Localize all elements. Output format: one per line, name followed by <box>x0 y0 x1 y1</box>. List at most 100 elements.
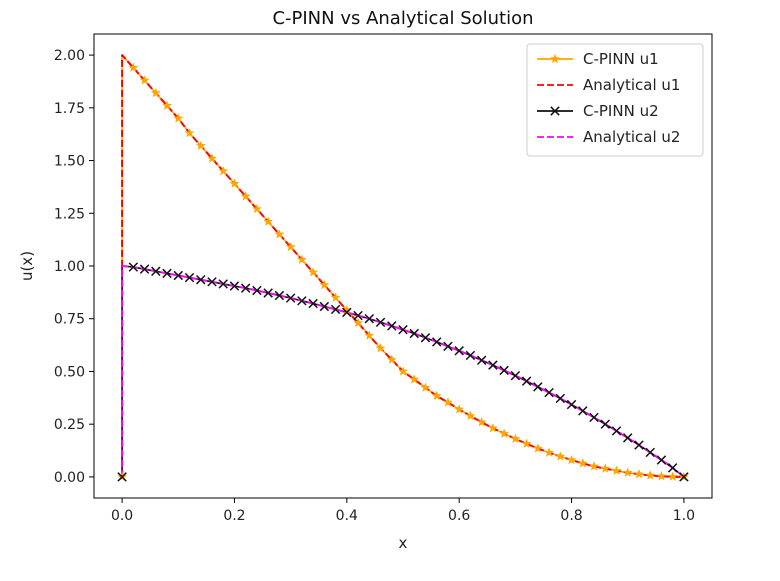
series-1-point <box>173 113 184 123</box>
series-1-point <box>431 390 442 401</box>
series-3-point <box>353 310 363 321</box>
plot-lines <box>121 54 685 478</box>
series-1-point <box>319 279 330 290</box>
y-tick-label: 1.75 <box>54 101 85 117</box>
series-3-point <box>139 264 150 274</box>
series-3-point <box>375 317 386 328</box>
series-1-point <box>600 463 611 474</box>
series-1-point <box>588 461 600 471</box>
series-1-point <box>476 416 487 427</box>
series-1-point <box>577 458 588 468</box>
series-1-point <box>487 422 498 433</box>
series-1-point <box>442 397 454 407</box>
legend-marker-3 <box>550 106 560 116</box>
series-1-point <box>139 75 150 85</box>
y-axis: 0.00 0.25 0.50 0.75 1.00 1.25 1.50 1.75 2.00 <box>54 48 94 486</box>
series-1-point <box>544 447 555 457</box>
series-3-point <box>645 447 655 458</box>
series-1-point <box>420 382 431 393</box>
x-tick-label: 0.8 <box>560 508 582 524</box>
plot-markers <box>117 62 689 482</box>
series-3-point <box>420 332 431 343</box>
series-1-point <box>296 254 307 264</box>
y-tick-label: 0.00 <box>54 470 85 486</box>
series-1-point <box>308 267 319 277</box>
series-1-point <box>352 317 364 328</box>
legend: C-PINN u1 Analytical u1 C-PINN u2 Analytica… <box>526 43 704 157</box>
series-3-point <box>544 387 554 398</box>
series-3-point <box>578 406 588 416</box>
series-3-point <box>622 433 633 443</box>
x-tick-label: 0.2 <box>223 508 245 524</box>
series-1-point <box>667 471 678 482</box>
series-1-point <box>397 366 409 376</box>
series-3-point <box>263 288 273 298</box>
series-1-point <box>128 62 139 73</box>
series-3-point <box>387 321 397 331</box>
series-3-point <box>634 440 644 450</box>
series-3-point <box>443 341 453 352</box>
series-1-point <box>454 404 465 414</box>
series-1-point <box>251 203 262 214</box>
legend-label-2: Analytical u1 <box>583 76 680 94</box>
series-3-point <box>229 281 240 291</box>
series-1-point <box>218 165 229 176</box>
series-3-point <box>679 472 689 482</box>
series-3-point <box>319 301 330 312</box>
series-3-point <box>656 455 667 465</box>
y-tick-label: 1.00 <box>54 259 85 275</box>
y-tick-label: 0.25 <box>54 417 85 433</box>
series-1-point <box>555 451 566 461</box>
x-axis-label: x <box>399 534 408 552</box>
series-3-point <box>533 382 543 392</box>
x-tick-label: 1.0 <box>673 508 695 524</box>
series-3-point <box>566 399 577 410</box>
series-1-point <box>656 470 667 481</box>
series-3-point <box>465 350 476 361</box>
series-1-point <box>622 467 633 478</box>
legend-marker-1 <box>549 53 561 64</box>
series-3-point <box>600 419 610 429</box>
series-3-point <box>431 337 442 347</box>
y-axis-label: u(x) <box>18 251 36 281</box>
series-1-point <box>409 374 420 384</box>
series-3-point <box>510 370 521 381</box>
series-1-point <box>206 153 218 163</box>
series-3-point <box>297 296 307 306</box>
series-3-point <box>308 298 318 309</box>
series-3-point <box>488 360 498 370</box>
series-3-point <box>274 290 285 301</box>
series-3-point <box>162 268 172 279</box>
series-3-point <box>196 274 206 285</box>
series-3-point <box>285 293 296 303</box>
series-1-point <box>330 292 341 302</box>
series-1-point <box>364 330 375 340</box>
series-1-point <box>521 438 532 449</box>
series-1-point <box>566 454 577 465</box>
series-3-point <box>499 365 509 376</box>
y-tick-label: 0.50 <box>54 364 85 380</box>
x-tick-label: 0.6 <box>448 508 470 524</box>
series-3-point <box>611 426 622 436</box>
series-3-point <box>667 463 678 473</box>
series-3-point <box>521 376 532 386</box>
series-1-point <box>532 443 543 453</box>
series-3-point <box>151 266 161 277</box>
series-1-point <box>375 342 386 353</box>
series-3-point <box>207 277 217 287</box>
series-1-point <box>285 241 296 252</box>
series-3-point <box>454 346 464 356</box>
x-axis: 0.0 0.2 0.4 0.6 0.8 1.0 <box>111 498 695 524</box>
series-1-point <box>195 140 206 151</box>
series-1-point <box>611 465 622 476</box>
series-3-point <box>128 262 139 272</box>
series-3-point <box>555 393 566 404</box>
series-3-point <box>117 472 127 482</box>
series-line-4 <box>121 265 685 478</box>
y-tick-label: 2.00 <box>54 48 85 64</box>
series-1-point <box>274 229 285 239</box>
series-1-point <box>184 127 195 138</box>
series-1-point <box>386 354 397 364</box>
series-3-point <box>589 412 599 423</box>
series-1-point <box>240 191 251 201</box>
